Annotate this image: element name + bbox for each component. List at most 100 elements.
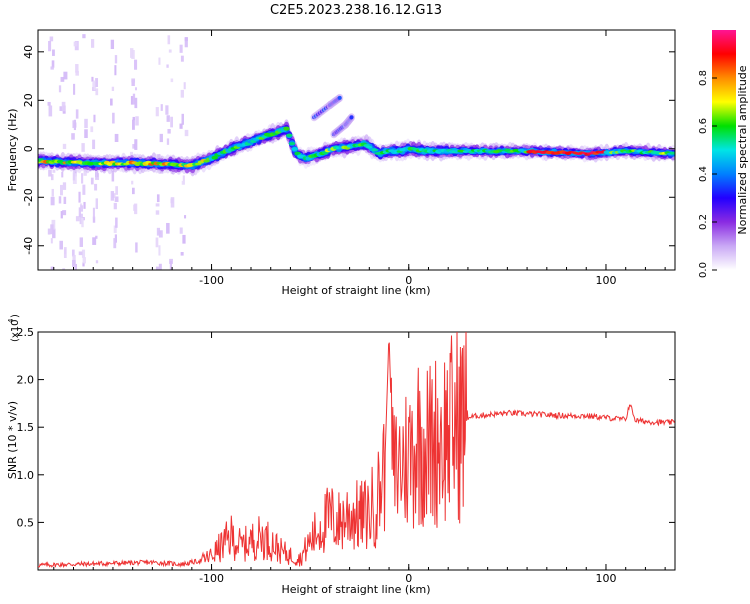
spectrogram-x-ticks: -100 0 100 xyxy=(53,30,666,287)
spectrogram-y-tick-label: 0 xyxy=(22,145,35,152)
spectrogram-noise-cell xyxy=(63,247,67,258)
spectrogram-noise-cell xyxy=(111,86,115,91)
spectrogram-noise-cell xyxy=(155,210,160,215)
spectrogram-noise-cell xyxy=(184,129,189,137)
spectrogram-noise-cell xyxy=(84,118,88,129)
colorbar-tick-label: 0.6 xyxy=(698,118,709,134)
spectrogram-noise-cell xyxy=(112,112,115,124)
spectrogram-noise-cell xyxy=(92,139,96,150)
spectrogram-noise-cell xyxy=(132,116,135,121)
spectrogram-noise-cell xyxy=(75,64,79,73)
spectrogram-panel: -100 0 100 -40 -20 0 20 40 Height of straight … xyxy=(6,29,676,297)
spectrogram-noise-cell xyxy=(95,78,99,88)
spectrogram-noise-cell xyxy=(181,180,185,185)
spectrogram-noise-cell xyxy=(131,80,135,86)
spectrogram-noise-cell xyxy=(134,203,138,215)
spectrogram-x-tick-label: 100 xyxy=(595,274,616,287)
spectrogram-noise-cell xyxy=(182,234,186,244)
spectrogram-noise-cell xyxy=(72,259,76,267)
spectrogram-noise-cell xyxy=(95,198,99,210)
spectrogram-noise-cell xyxy=(90,177,94,185)
spectrogram-noise-cell xyxy=(180,55,184,62)
spectrogram-noise-cell xyxy=(82,262,85,267)
spectrogram-noise-cell xyxy=(130,96,134,105)
spectrogram-noise-cell xyxy=(110,39,115,50)
snr-y-scale-multiplier: (x10 4 ) xyxy=(7,314,21,342)
spectrogram-noise-cell xyxy=(167,129,171,134)
snr-y-tick-label: 1.0 xyxy=(17,469,35,482)
colorbar-gradient xyxy=(712,30,736,270)
spectrogram-noise-cell xyxy=(114,55,118,64)
spectrogram-noise-cell xyxy=(81,143,85,152)
snr-y-scale-exponent: 4 xyxy=(7,318,15,323)
spectrogram-noise-cell xyxy=(79,213,83,225)
spectrogram-noise-cell xyxy=(50,266,54,270)
spectrogram-noise-cell xyxy=(78,251,83,256)
spectrogram-noise-cell xyxy=(59,106,63,111)
spectrogram-noise-cell xyxy=(179,44,183,53)
spectrogram-noise-cell xyxy=(134,87,138,91)
spectrogram-noise-cell xyxy=(50,238,53,244)
spectrogram-noise-cell xyxy=(179,227,183,234)
spectrogram-noise-cell xyxy=(80,205,84,212)
spectrogram-noise-cell xyxy=(92,216,96,223)
spectrogram-noise-cell xyxy=(155,107,159,117)
spectrogram-noise-cell xyxy=(58,85,62,93)
snr-y-axis-label: SNR (10 * v/v) xyxy=(6,401,19,479)
snr-y-scale-text: (x10 xyxy=(10,319,21,342)
spectrogram-noise-cell xyxy=(52,169,56,173)
snr-x-tick-label: -100 xyxy=(199,572,224,585)
spectrogram-noise-cell xyxy=(94,183,98,191)
spectrogram-noise-cell xyxy=(62,143,67,150)
spectrogram-frame xyxy=(37,29,676,271)
figure-title: C2E5.2023.238.16.12.G13 xyxy=(270,3,442,18)
spectrogram-noise-cell xyxy=(166,138,170,145)
spectrogram-noise-cell xyxy=(131,78,136,83)
snr-series xyxy=(38,332,675,569)
spectrogram-noise-cell xyxy=(95,235,98,239)
spectrogram-noise-cell xyxy=(48,40,52,52)
spectrogram-noise-cell xyxy=(184,37,188,48)
spectrogram-noise-cell xyxy=(59,240,63,250)
spectrogram-noise-cell xyxy=(183,82,186,90)
spectrogram-heatmap xyxy=(38,34,675,270)
spectrogram-noise-cell xyxy=(51,188,54,197)
spectrogram-noise-cell xyxy=(180,251,184,256)
spectrogram-noise-cell xyxy=(166,115,170,122)
spectrogram-noise-cell xyxy=(156,227,161,236)
spectrogram-noise-cell xyxy=(82,257,86,264)
spectrogram-noise-cell xyxy=(132,144,136,149)
colorbar-tick-label: 0.0 xyxy=(698,262,709,278)
spectrogram-noise-cell xyxy=(113,238,117,249)
snr-x-ticks: -100 0 100 xyxy=(53,332,666,585)
spectrogram-noise-cell xyxy=(79,237,84,247)
spectrogram-noise-cell xyxy=(81,173,84,184)
spectrogram-y-tick-label: 40 xyxy=(22,45,35,59)
colorbar-ticks: 0.0 0.2 0.4 0.6 0.8 xyxy=(698,70,717,278)
spectrogram-noise-cell xyxy=(115,186,118,195)
spectrogram-noise-cell xyxy=(159,133,163,143)
spectrogram-noise-cell xyxy=(75,109,79,119)
colorbar: 0.0 0.2 0.4 0.6 0.8 Normalized spectral ampl… xyxy=(698,30,749,278)
spectrogram-noise-cell xyxy=(95,88,99,96)
snr-frame xyxy=(37,331,676,571)
spectrogram-noise-cell xyxy=(78,191,81,203)
spectrogram-noise-cell xyxy=(134,97,138,109)
spectrogram-cell xyxy=(294,151,301,156)
colorbar-label: Normalized spectral amplitude xyxy=(736,65,749,234)
spectrogram-noise-cell xyxy=(114,196,119,202)
spectrogram-noise-cell xyxy=(160,104,163,111)
spectrogram-noise-cell xyxy=(93,80,96,91)
spectrogram-noise-cell xyxy=(184,215,187,219)
spectrogram-noise-cell xyxy=(82,184,86,195)
spectrogram-noise-cell xyxy=(52,49,55,56)
spectrogram-noise-cell xyxy=(93,114,96,123)
spectrogram-noise-cell xyxy=(110,98,113,106)
spectrogram-noise-cell xyxy=(51,60,55,68)
spectrogram-y-tick-label: 20 xyxy=(22,93,35,107)
spectrogram-noise-cell xyxy=(60,76,65,82)
spectrogram-noise-cell xyxy=(95,260,99,264)
spectrogram-noise-cell xyxy=(91,76,94,82)
spectrogram-noise-cell xyxy=(170,197,175,208)
spectrogram-noise-cell xyxy=(166,64,169,68)
